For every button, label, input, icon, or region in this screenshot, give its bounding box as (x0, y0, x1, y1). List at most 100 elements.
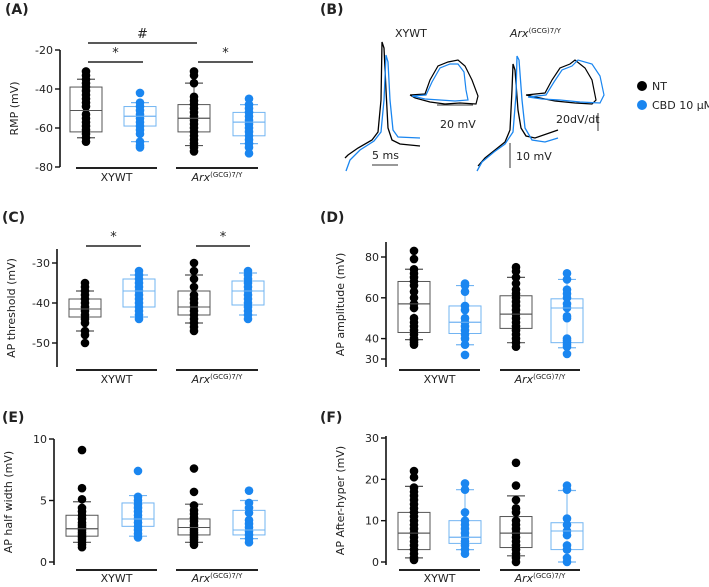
data-point (460, 279, 470, 288)
panel-label-c: (C) (2, 210, 25, 226)
data-point (409, 264, 419, 274)
group-name-superscript: (GCG)7/Y (210, 572, 243, 580)
data-point (189, 326, 199, 336)
scale-label-voltage: 10 mV (516, 150, 552, 163)
data-point (460, 485, 470, 494)
data-point (189, 501, 199, 510)
data-point (460, 479, 470, 488)
group-name: XYWT (101, 171, 133, 184)
trace-title-xywt: XYWT (395, 27, 427, 40)
data-point (189, 266, 199, 276)
panel-e: (E) 0 5 10 AP half width (mV) XYWT Arx(GCG)7/Y (2, 410, 266, 585)
data-point (460, 350, 470, 360)
y-tick-label: 10 (33, 433, 47, 446)
group-label: Arx(GCG)7/Y (191, 171, 244, 184)
data-point (135, 88, 145, 98)
box-arx-cbd (232, 486, 266, 547)
data-point (77, 445, 87, 455)
data-point (189, 258, 199, 268)
group-name-superscript: (GCG)7/Y (533, 572, 566, 580)
y-tick-label: -30 (32, 257, 50, 270)
data-point (189, 464, 199, 473)
trace-title-arx: Arx(GCG)7/Y (509, 27, 562, 40)
data-point (133, 492, 143, 502)
data-point (562, 349, 572, 359)
box-xywt-cbd (448, 479, 482, 559)
data-point (511, 495, 521, 505)
box-arx-nt (177, 67, 211, 156)
box-arx-cbd (550, 269, 584, 359)
significance-marker: * (220, 230, 227, 245)
data-point (562, 299, 572, 309)
data-point (562, 334, 572, 343)
box-xywt-cbd (123, 88, 157, 152)
data-point (511, 285, 521, 294)
y-tick-label: 0 (372, 556, 379, 569)
data-point (77, 483, 87, 493)
data-point (460, 508, 470, 517)
panel-d: (D) 30 40 60 80 AP amplitude (mV) XYWT Arx(GCG)… (320, 210, 584, 386)
box-arx-cbd (232, 94, 266, 158)
y-tick-label: 30 (365, 432, 379, 445)
box-arx-nt (177, 258, 211, 336)
panel-c: (C) -30 -40 -50 AP threshold (mV) XYWT Arx(GCG… (2, 210, 265, 386)
data-point (189, 282, 199, 292)
y-tick-label: 40 (365, 333, 379, 346)
data-point (409, 313, 419, 323)
data-point (460, 340, 470, 350)
group-label: XYWT (424, 373, 456, 386)
group-name: Arx (191, 373, 211, 386)
group-name: XYWT (101, 373, 133, 386)
significance-marker: # (137, 27, 148, 42)
data-point (511, 516, 521, 525)
data-point (189, 487, 199, 497)
data-point (135, 129, 145, 139)
data-point (562, 541, 572, 550)
data-point (409, 472, 419, 482)
data-point (511, 262, 521, 272)
group-name: Arx (191, 171, 211, 184)
box-arx-nt (499, 262, 533, 352)
box-xywt-nt (65, 445, 99, 552)
data-point (77, 494, 87, 504)
data-point (562, 553, 572, 563)
y-tick-label: 0 (40, 556, 47, 569)
data-point (409, 483, 419, 492)
group-name: Arx (191, 572, 211, 585)
group-name: XYWT (101, 572, 133, 585)
data-point (460, 516, 470, 525)
y-tick-label: 80 (365, 251, 379, 264)
legend-nt-label: NT (652, 80, 667, 93)
group-name-superscript: (GCG)7/Y (210, 171, 243, 179)
box-xywt-cbd (122, 266, 156, 324)
panel-f: (F) 0 10 20 30 AP After-hyper (mV) XYWT Arx(GCG… (320, 410, 584, 585)
y-axis-title: AP half width (mV) (2, 451, 15, 553)
data-point (189, 274, 199, 284)
group-label: Arx(GCG)7/Y (191, 572, 244, 585)
trace-arx-nt (477, 63, 559, 167)
data-point (189, 71, 199, 80)
trace-xywt-cbd (345, 54, 421, 172)
group-label: XYWT (101, 572, 133, 585)
scale-label-phase-y: 20dV/dt (556, 113, 600, 126)
data-point (244, 486, 254, 495)
data-point (189, 147, 199, 156)
y-tick-label: 10 (365, 515, 379, 528)
box-arx-cbd (231, 266, 265, 324)
y-axis-title: AP After-hyper (mV) (334, 446, 347, 555)
y-axis-title: AP amplitude (mV) (334, 253, 347, 357)
box-xywt-nt (397, 466, 431, 565)
phase-arx-nt (525, 59, 597, 105)
panel-label-d: (D) (320, 210, 344, 226)
panel-label-f: (F) (320, 410, 342, 426)
data-point (511, 503, 521, 513)
data-point (562, 285, 572, 294)
box-xywt-nt (69, 67, 103, 146)
box-xywt-nt (68, 278, 102, 348)
data-point (243, 314, 253, 324)
data-point (562, 269, 572, 278)
panel-label-a: (A) (5, 2, 29, 18)
y-tick-label: -20 (35, 44, 53, 57)
data-point (409, 466, 419, 476)
